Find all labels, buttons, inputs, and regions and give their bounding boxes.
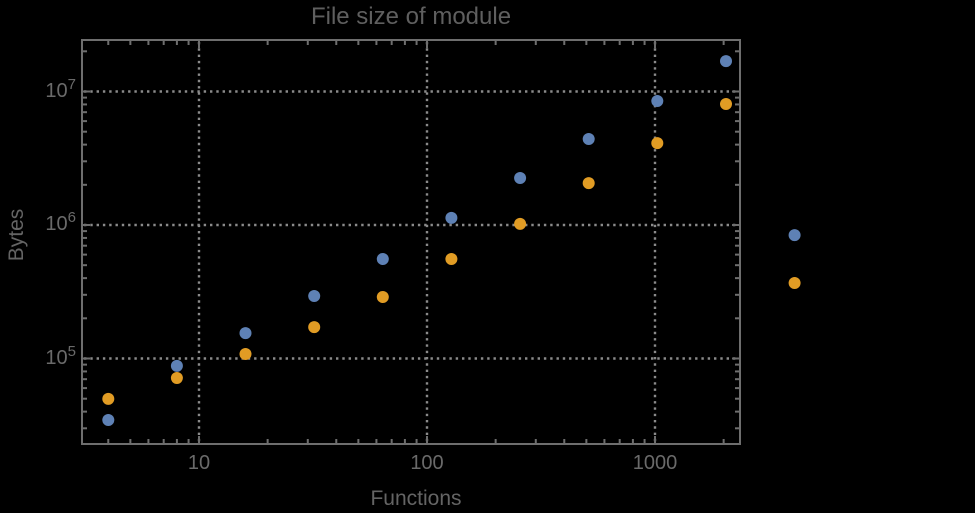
y-tick-label: 107 — [45, 75, 76, 102]
axis-ticks — [83, 41, 739, 443]
data-point-series-2-orange — [651, 137, 664, 150]
data-point-series-1-blue — [308, 290, 321, 302]
y-tick-label: 105 — [45, 342, 76, 369]
data-point-series-2-orange — [308, 321, 321, 334]
data-point-series-1-blue — [376, 253, 389, 265]
x-tick-label: 10 — [187, 452, 211, 474]
data-point-series-2-orange — [514, 217, 527, 230]
data-point-series-2-orange — [445, 253, 458, 265]
chart-title: File size of module — [310, 3, 512, 30]
data-point-series-2-orange — [170, 372, 183, 384]
x-axis-label: Functions — [370, 487, 462, 510]
data-point-series-1-blue — [651, 95, 664, 107]
data-point-series-1-blue — [170, 359, 183, 372]
x-tick-label: 100 — [410, 452, 444, 474]
data-point-series-1-blue — [788, 229, 801, 242]
y-axis-label: Bytes — [5, 208, 28, 262]
data-point-series-2-orange — [788, 277, 801, 289]
data-point-series-1-blue — [514, 172, 527, 184]
data-point-series-2-orange — [102, 392, 115, 405]
plot-frame — [81, 39, 741, 445]
data-point-series-2-orange — [720, 98, 732, 110]
data-point-series-1-blue — [239, 327, 252, 340]
data-point-series-2-orange — [582, 177, 595, 190]
data-point-series-1-blue — [102, 414, 115, 426]
data-point-series-1-blue — [445, 211, 458, 224]
data-point-series-1-blue — [582, 133, 595, 145]
data-points — [102, 55, 801, 426]
data-point-series-2-orange — [239, 348, 252, 360]
data-point-series-1-blue — [720, 55, 732, 68]
data-point-series-2-orange — [376, 291, 389, 303]
gridlines — [84, 42, 738, 442]
x-tick-label: 1000 — [632, 452, 678, 474]
y-tick-label: 106 — [45, 209, 76, 235]
